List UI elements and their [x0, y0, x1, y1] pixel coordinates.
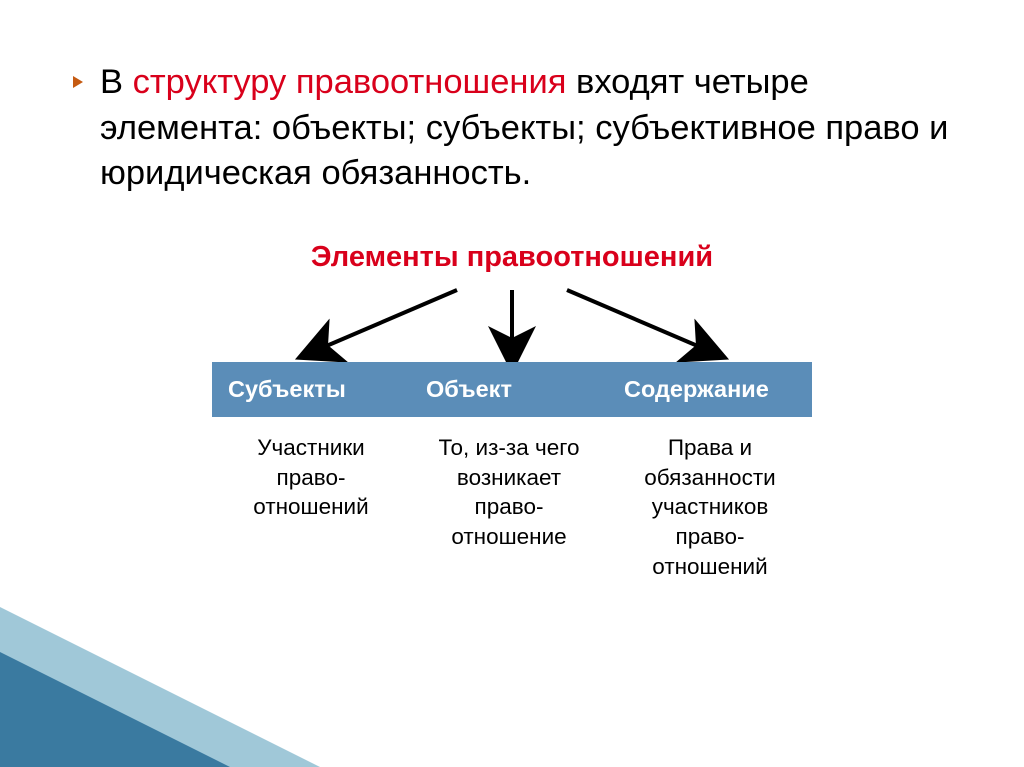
bullet-marker-icon [70, 74, 86, 90]
col-header-object: Объект [410, 362, 608, 417]
bullet-text: В структуру правоотношения входят четыре… [100, 60, 954, 197]
col-header-content: Содержание [608, 362, 812, 417]
diagram: Элементы правоотношений Субъекты [212, 241, 812, 605]
bullet-block: В структуру правоотношения входят четыре… [70, 60, 954, 197]
diagram-title: Элементы правоотношений [212, 241, 812, 274]
cell-content: Права и обязанности участников право-отн… [608, 417, 812, 605]
slide: В структуру правоотношения входят четыре… [0, 0, 1024, 767]
decor-triangle-inner [0, 652, 230, 767]
cell-object: То, из-за чего возникает право-отношение [410, 417, 608, 605]
cell-subjects: Участники право-отношений [212, 417, 410, 605]
bullet-prefix: В [100, 63, 133, 101]
table-header-row: Субъекты Объект Содержание [212, 362, 812, 417]
elements-table: Субъекты Объект Содержание Участники пра… [212, 362, 812, 605]
arrows-svg [212, 282, 812, 362]
arrows-row [212, 282, 812, 362]
col-header-subjects: Субъекты [212, 362, 410, 417]
table-row: Участники право-отношений То, из-за чего… [212, 417, 812, 605]
bullet-highlight: структуру правоотношения [133, 63, 567, 101]
